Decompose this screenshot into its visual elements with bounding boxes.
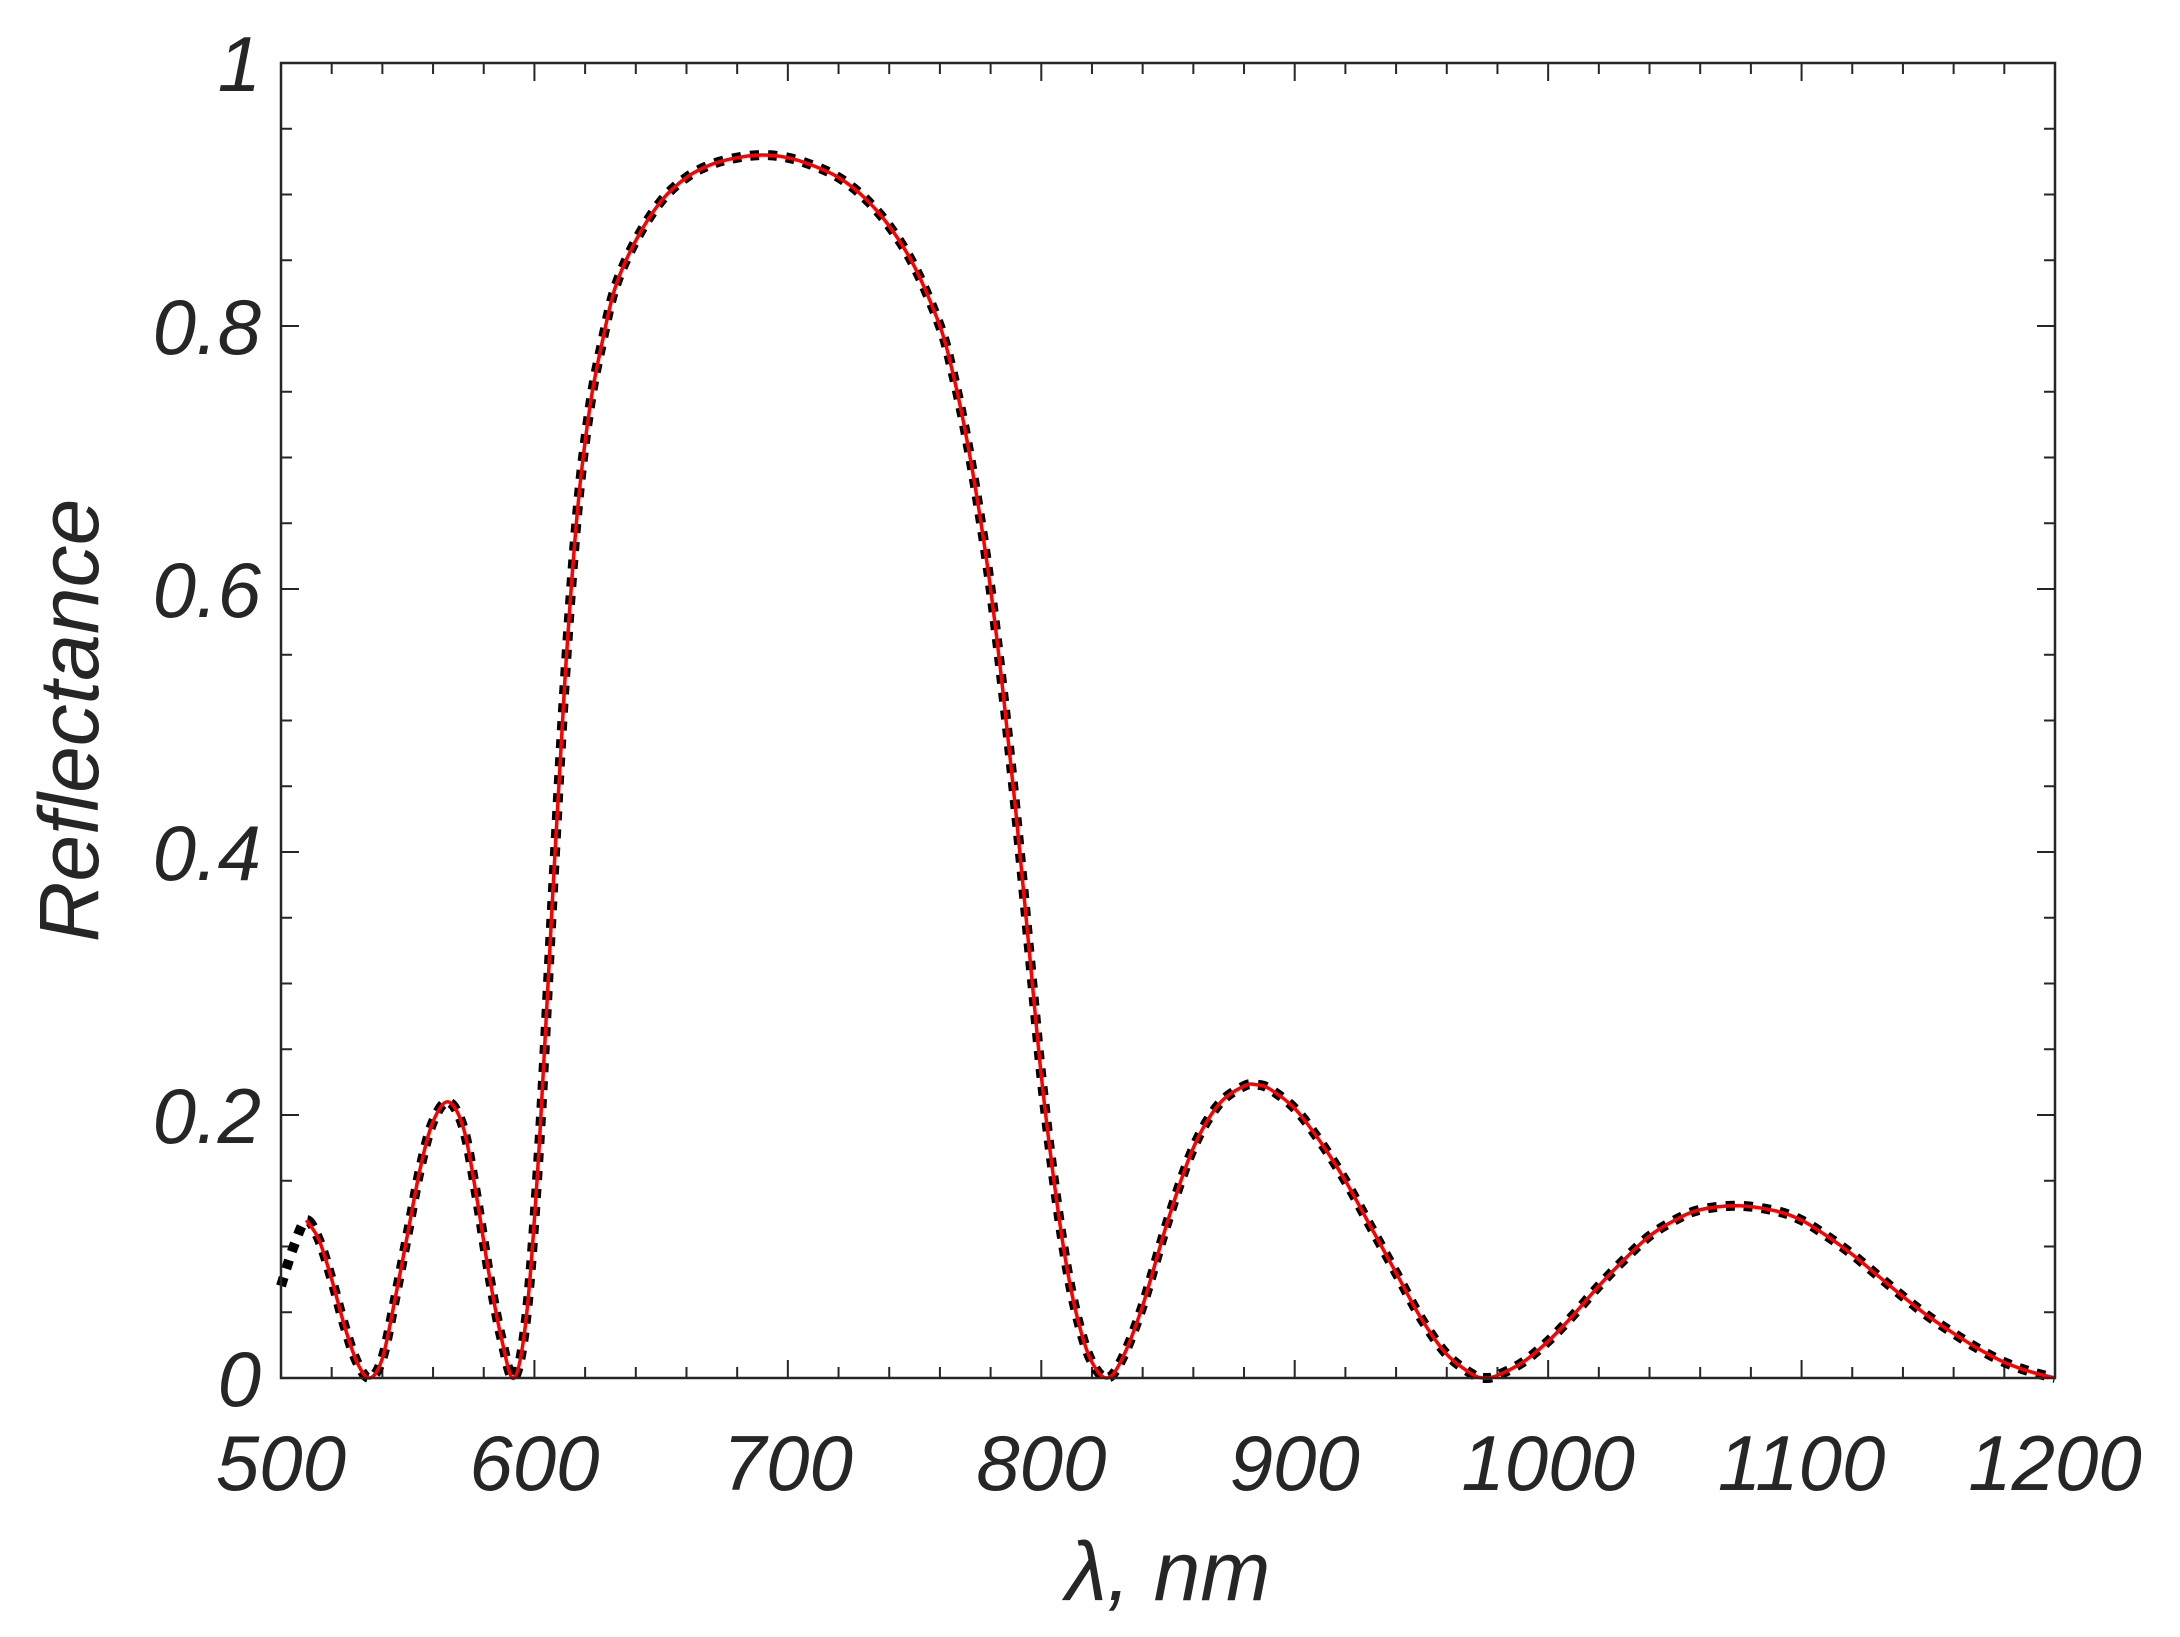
axis-ticks <box>280 62 2056 1379</box>
y-tick-label: 1 <box>218 20 261 108</box>
series-line-dotted <box>276 150 2057 1384</box>
tick-labels: 500 600 700 800 900 1000 1100 1200 0 0.2 0.4 0.6 0.8… <box>153 20 2142 1507</box>
y-tick-label: 0.2 <box>153 1072 261 1160</box>
y-tick-label: 0.6 <box>153 546 262 634</box>
x-tick-label: 1200 <box>1968 1419 2142 1507</box>
series-group <box>276 150 2057 1384</box>
series-line-solid <box>304 153 2056 1381</box>
y-tick-label: 0 <box>218 1335 261 1423</box>
x-tick-label: 700 <box>723 1419 853 1507</box>
plot-frame <box>279 61 2057 1380</box>
y-tick-label: 0.4 <box>153 809 261 897</box>
x-tick-label: 500 <box>216 1419 346 1507</box>
x-tick-label: 1000 <box>1461 1419 1635 1507</box>
x-tick-label: 900 <box>1230 1419 1360 1507</box>
y-tick-label: 0.8 <box>153 283 261 371</box>
y-axis-label: Reflectance <box>22 499 116 943</box>
x-tick-label: 800 <box>976 1419 1106 1507</box>
x-tick-label: 600 <box>469 1419 599 1507</box>
x-axis-label: λ, nm <box>1062 1524 1271 1618</box>
x-tick-label: 1100 <box>1718 1419 1886 1507</box>
